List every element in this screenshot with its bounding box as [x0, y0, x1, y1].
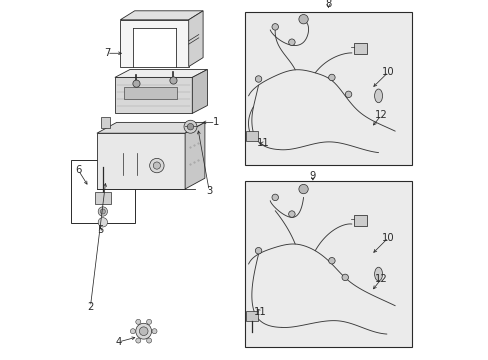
Bar — [244, 181, 411, 347]
Circle shape — [149, 158, 164, 173]
Text: 12: 12 — [374, 274, 387, 284]
Polygon shape — [132, 28, 176, 67]
Polygon shape — [185, 122, 204, 189]
Circle shape — [169, 77, 177, 84]
Polygon shape — [95, 192, 111, 204]
Circle shape — [328, 74, 334, 81]
Circle shape — [288, 211, 295, 217]
Text: 9: 9 — [309, 171, 315, 181]
Bar — [353, 215, 366, 226]
Text: 10: 10 — [382, 67, 394, 77]
Circle shape — [328, 257, 334, 264]
Text: 7: 7 — [103, 48, 110, 58]
Ellipse shape — [374, 267, 382, 281]
Circle shape — [345, 91, 351, 98]
Circle shape — [255, 76, 261, 82]
Circle shape — [255, 247, 261, 254]
Text: 10: 10 — [382, 233, 394, 243]
Bar — [71, 160, 134, 223]
Polygon shape — [192, 69, 207, 113]
Polygon shape — [120, 11, 203, 20]
Polygon shape — [101, 117, 110, 128]
Polygon shape — [188, 11, 203, 67]
Text: 11: 11 — [256, 138, 269, 148]
Text: 11: 11 — [254, 307, 266, 318]
Circle shape — [298, 184, 307, 194]
Text: 4: 4 — [115, 337, 122, 347]
Polygon shape — [97, 122, 204, 133]
Circle shape — [98, 207, 107, 216]
Circle shape — [271, 194, 278, 201]
Text: 3: 3 — [205, 186, 212, 196]
Circle shape — [146, 338, 151, 343]
Circle shape — [288, 39, 295, 45]
Circle shape — [271, 24, 278, 30]
Text: 8: 8 — [325, 0, 331, 9]
Circle shape — [139, 327, 148, 336]
Circle shape — [187, 123, 193, 130]
Circle shape — [152, 329, 157, 334]
Polygon shape — [97, 133, 185, 189]
Polygon shape — [115, 69, 207, 77]
Bar — [246, 311, 258, 321]
Circle shape — [100, 209, 105, 214]
Text: 5: 5 — [97, 225, 103, 235]
Circle shape — [130, 329, 135, 334]
Circle shape — [98, 217, 107, 227]
Circle shape — [136, 319, 141, 324]
Circle shape — [298, 14, 307, 24]
Text: 12: 12 — [374, 110, 387, 120]
Circle shape — [136, 323, 151, 339]
Bar — [244, 12, 411, 165]
Text: 1: 1 — [212, 117, 219, 127]
Bar — [246, 131, 258, 141]
Circle shape — [341, 274, 348, 281]
Ellipse shape — [374, 89, 382, 103]
Circle shape — [153, 162, 160, 169]
Text: 6: 6 — [75, 165, 81, 175]
Circle shape — [136, 338, 141, 343]
Bar — [124, 87, 177, 99]
Circle shape — [133, 80, 140, 87]
Bar — [353, 43, 366, 54]
Circle shape — [183, 120, 197, 133]
Circle shape — [146, 319, 151, 324]
Polygon shape — [120, 20, 188, 67]
Text: 2: 2 — [87, 302, 93, 312]
Polygon shape — [115, 77, 192, 113]
